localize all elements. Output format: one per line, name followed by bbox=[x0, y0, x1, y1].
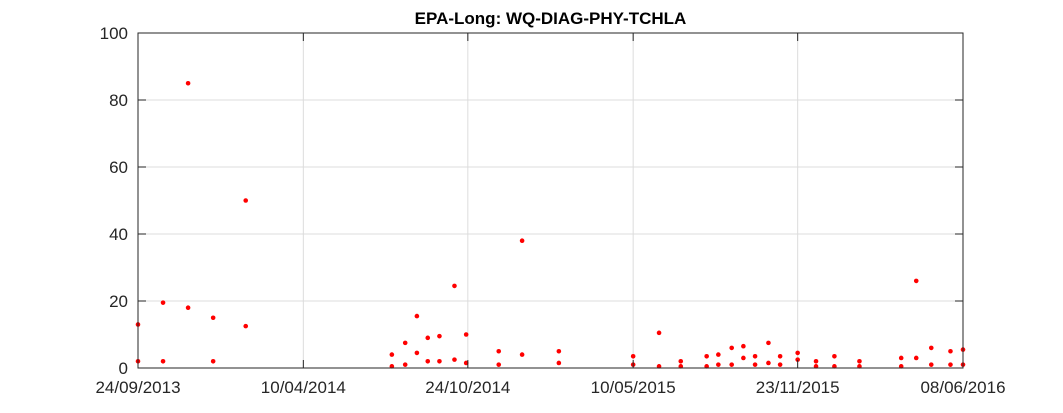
y-tick-label: 80 bbox=[109, 91, 128, 110]
data-point bbox=[913, 278, 919, 284]
data-point bbox=[160, 300, 166, 305]
axis-ticks bbox=[137, 32, 964, 369]
data-point bbox=[210, 315, 216, 321]
data-point bbox=[948, 348, 953, 354]
data-point bbox=[437, 333, 442, 339]
data-point bbox=[519, 238, 525, 243]
data-point bbox=[813, 359, 819, 364]
data-point bbox=[766, 340, 771, 346]
data-point bbox=[704, 353, 709, 359]
data-point bbox=[716, 352, 721, 357]
x-tick-label: 24/09/2013 bbox=[95, 378, 180, 397]
data-point bbox=[729, 345, 734, 351]
data-point bbox=[556, 360, 562, 366]
data-point bbox=[766, 360, 771, 366]
data-point bbox=[928, 345, 934, 351]
data-point bbox=[414, 313, 420, 319]
data-point bbox=[389, 352, 395, 357]
data-point bbox=[496, 362, 502, 367]
data-point bbox=[948, 362, 953, 367]
data-point bbox=[452, 283, 457, 289]
tick-labels: 24/09/2013 10/04/2014 24/10/2014 10/05/2015… bbox=[95, 24, 1005, 397]
data-point bbox=[656, 330, 662, 336]
data-point bbox=[656, 364, 662, 369]
data-point bbox=[813, 364, 819, 369]
data-point bbox=[741, 355, 746, 361]
chart-title: EPA-Long: WQ-DIAG-PHY-TCHLA bbox=[415, 9, 687, 28]
data-point bbox=[913, 355, 919, 361]
data-point bbox=[729, 362, 734, 367]
data-point bbox=[752, 353, 758, 359]
data-point bbox=[160, 359, 166, 364]
data-point bbox=[795, 350, 800, 356]
data-point bbox=[243, 323, 249, 329]
data-point bbox=[185, 80, 191, 86]
data-point bbox=[425, 335, 431, 341]
data-point bbox=[630, 353, 636, 359]
y-tick-label: 40 bbox=[109, 225, 128, 244]
data-point bbox=[716, 362, 721, 367]
data-point bbox=[496, 348, 502, 354]
y-tick-label: 20 bbox=[109, 292, 128, 311]
data-point bbox=[402, 340, 408, 346]
data-point bbox=[857, 359, 862, 364]
data-point bbox=[556, 348, 562, 354]
y-tick-label: 0 bbox=[119, 359, 128, 378]
data-point bbox=[437, 359, 442, 364]
x-tick-label: 10/04/2014 bbox=[261, 378, 346, 397]
data-point bbox=[185, 305, 191, 311]
x-tick-label: 24/10/2014 bbox=[425, 378, 510, 397]
data-point bbox=[898, 355, 904, 361]
data-point bbox=[857, 364, 862, 369]
x-tick-label: 10/05/2015 bbox=[591, 378, 676, 397]
data-point bbox=[678, 359, 684, 364]
data-point bbox=[777, 353, 783, 359]
data-point bbox=[389, 364, 395, 369]
data-point bbox=[463, 332, 469, 337]
data-point bbox=[425, 359, 431, 364]
data-point bbox=[832, 364, 837, 369]
data-point bbox=[402, 362, 408, 367]
x-tick-label: 23/11/2015 bbox=[756, 378, 840, 397]
data-point bbox=[741, 343, 746, 349]
data-point bbox=[777, 362, 783, 367]
data-point bbox=[832, 353, 837, 359]
data-point bbox=[704, 364, 709, 369]
data-points bbox=[135, 80, 966, 369]
data-point bbox=[463, 360, 469, 366]
x-tick-label: 08/06/2016 bbox=[920, 378, 1005, 397]
data-point bbox=[243, 198, 249, 203]
data-point bbox=[210, 359, 216, 364]
data-point bbox=[452, 357, 457, 362]
plot-frame bbox=[137, 32, 964, 369]
grid-lines bbox=[138, 33, 963, 368]
data-point bbox=[752, 362, 758, 367]
data-point bbox=[928, 362, 934, 367]
data-point bbox=[678, 364, 684, 369]
data-point bbox=[898, 364, 904, 369]
data-point bbox=[795, 357, 800, 362]
y-tick-label: 60 bbox=[109, 158, 128, 177]
data-point bbox=[414, 350, 420, 356]
data-point bbox=[519, 352, 525, 357]
y-tick-label: 100 bbox=[100, 24, 128, 43]
